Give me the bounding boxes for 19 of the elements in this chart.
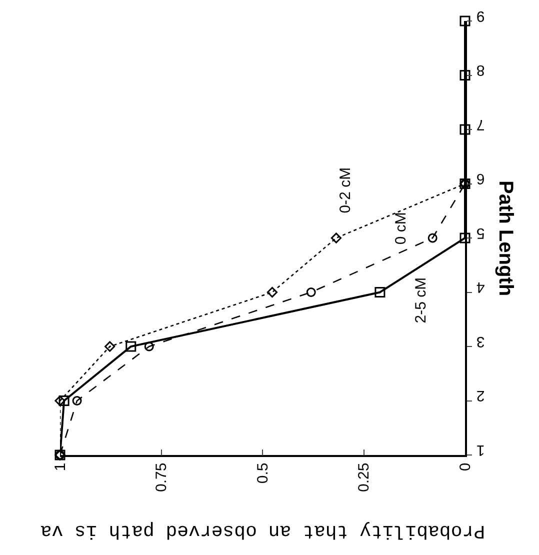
x-axis-title: Probability that an observed path is va [40, 520, 485, 542]
y-tick-label: 4 [476, 278, 485, 296]
y-tick-label: 2 [476, 387, 485, 404]
y-tick-label: 5 [476, 224, 485, 242]
x-tick-label: 1 [52, 462, 69, 472]
x-tick-label: 0.75 [153, 462, 170, 492]
x-tick-label: 0.25 [356, 462, 373, 492]
x-tick-label: 0.5 [254, 462, 272, 484]
y-tick-label: 9 [476, 7, 485, 24]
y-axis-title: Path Length [494, 180, 516, 296]
y-tick-label: 7 [476, 116, 485, 133]
y-tick-label: 3 [476, 332, 485, 350]
text: 0 cM [392, 212, 410, 245]
y-tick-label: 6 [476, 170, 485, 187]
y-tick-label: 8 [476, 62, 485, 78]
x-tick-label: 0 [456, 462, 474, 472]
text: 2-5 cM [412, 277, 430, 324]
text: 0-2 cM [337, 167, 354, 214]
y-tick-label: 1 [476, 441, 485, 458]
